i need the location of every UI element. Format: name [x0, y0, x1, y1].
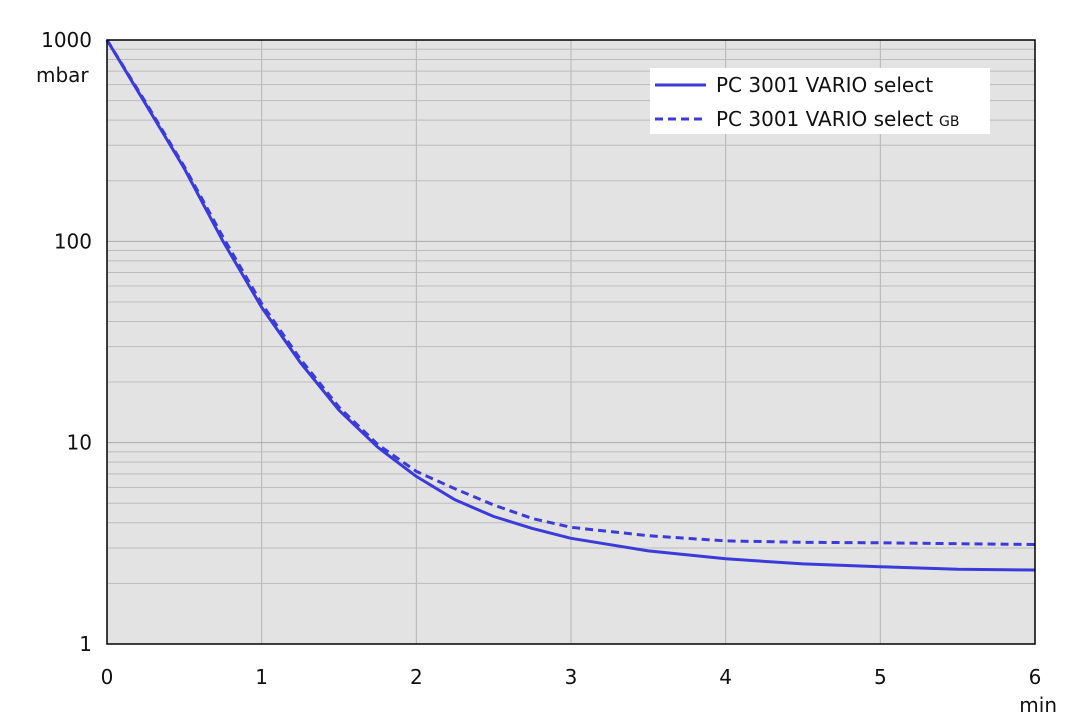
y-tick-label: 1000: [41, 28, 92, 52]
x-tick-label: 6: [1029, 665, 1042, 689]
y-tick-label: 100: [54, 229, 92, 253]
y-axis-ticks: 1 10 100 1000: [41, 28, 92, 656]
y-axis-unit: mbar: [36, 63, 89, 87]
x-axis-ticks: 0 1 2 3 4 5 6: [101, 665, 1042, 689]
x-tick-label: 4: [719, 665, 732, 689]
legend-label-solid: PC 3001 VARIO select: [716, 73, 933, 97]
x-tick-label: 1: [255, 665, 268, 689]
series-line-dashed: [105, 39, 1036, 546]
x-axis-unit: min: [1019, 693, 1057, 717]
legend: PC 3001 VARIO select PC 3001 VARIO selec…: [650, 68, 990, 134]
legend-box: [650, 68, 990, 134]
x-tick-label: 0: [101, 665, 114, 689]
series-line-solid: [105, 39, 1036, 572]
x-tick-label: 3: [565, 665, 578, 689]
series-lines: [105, 39, 1036, 572]
legend-label-dashed-suffix: GB: [939, 114, 959, 130]
legend-label-dashed: PC 3001 VARIO select GB: [716, 107, 960, 131]
x-tick-label: 2: [410, 665, 423, 689]
legend-label-dashed-main: PC 3001 VARIO select: [716, 107, 933, 131]
y-tick-label: 1: [79, 632, 92, 656]
y-tick-label: 10: [67, 431, 92, 455]
plot-frame: [106, 39, 1036, 645]
x-tick-label: 5: [874, 665, 887, 689]
